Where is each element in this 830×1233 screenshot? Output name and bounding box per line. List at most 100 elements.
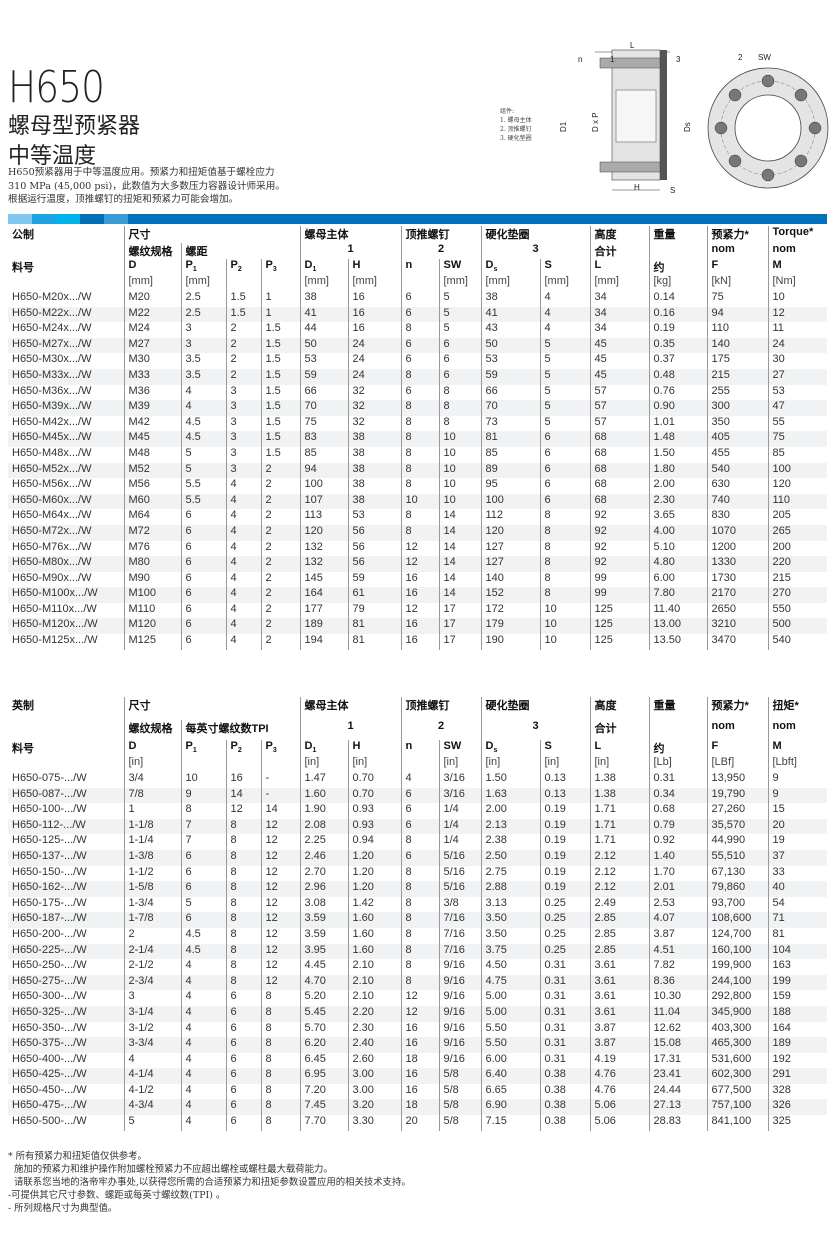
cell: 1200 bbox=[706, 540, 768, 557]
group-number: 2 bbox=[400, 720, 481, 740]
cell: 2.13 bbox=[480, 818, 540, 835]
cell: M20 bbox=[123, 291, 181, 307]
cell: 1.42 bbox=[347, 896, 401, 913]
cell: 677,500 bbox=[706, 1083, 768, 1100]
cell: 3.61 bbox=[589, 990, 649, 1006]
cell: 2 bbox=[260, 478, 300, 494]
cell: 27,260 bbox=[706, 803, 768, 819]
cell: M33 bbox=[123, 368, 181, 385]
cell: 0.25 bbox=[539, 927, 590, 944]
cell: 1.5 bbox=[260, 446, 300, 463]
cell: 79,860 bbox=[706, 881, 768, 897]
cell: 38 bbox=[347, 462, 401, 479]
cell: 1.80 bbox=[648, 462, 707, 479]
cell: 89 bbox=[480, 462, 540, 479]
cell: M90 bbox=[123, 571, 181, 588]
col-M: M bbox=[767, 740, 827, 756]
cell: 57 bbox=[589, 415, 649, 432]
table-row: H650-M125x.../W M125 6 4 2 194 81 16 17 190 10 125 1… bbox=[8, 634, 827, 650]
cell: 23.41 bbox=[648, 1068, 707, 1084]
col-P1: P1 bbox=[180, 740, 226, 756]
cell: 16 bbox=[400, 634, 439, 650]
cell: 4 bbox=[225, 478, 261, 494]
label-L: L bbox=[630, 41, 635, 50]
cell: 164 bbox=[767, 1021, 827, 1038]
intro-text: H650预紧器用于中等温度应用。预紧力和扭矩值基于螺栓应力 310 MPa (4… bbox=[8, 166, 298, 207]
cell: 71 bbox=[767, 912, 827, 928]
table-row: H650-087-.../W 7/8 9 14-1.60 0.70 6 3/16 1.63 0.… bbox=[8, 787, 827, 804]
col-n: n bbox=[400, 259, 439, 275]
cell: 43 bbox=[480, 322, 540, 338]
part-number: H650-375-.../W bbox=[8, 1037, 124, 1053]
table-row: H650-M22x.../W M22 2.5 1.5 1 41 16 6 5 41 4 34 0.16 9… bbox=[8, 306, 827, 323]
table-row: H650-M60x.../W M60 5.5 4 2 107 38 10 10 100 6 68 2.3… bbox=[8, 493, 827, 510]
pushbolt-group: 顶推螺钉 bbox=[400, 697, 481, 720]
cell: 6.45 bbox=[299, 1052, 348, 1069]
cell: 17.31 bbox=[648, 1052, 707, 1069]
cell: 8 bbox=[400, 400, 439, 416]
part-number: H650-M120x.../W bbox=[8, 618, 124, 635]
cell: 6 bbox=[400, 818, 439, 835]
cell: 1.5 bbox=[260, 431, 300, 447]
table-row: H650-325-.../W 3-1/4 4 6 8 5.45 2.20 12 9/16 5.00… bbox=[8, 1005, 827, 1022]
cell: 59 bbox=[347, 571, 401, 588]
symbol: P bbox=[265, 740, 273, 752]
part-number: H650-250-.../W bbox=[12, 959, 87, 972]
part-number: H650-M33x.../W bbox=[8, 368, 124, 385]
cell: 75 bbox=[299, 415, 348, 432]
cell: 2.10 bbox=[347, 959, 401, 975]
cell: 3.59 bbox=[299, 912, 348, 928]
part-number: H650-112-.../W bbox=[8, 818, 124, 835]
cell: 4 bbox=[225, 509, 261, 525]
cell: 18 bbox=[400, 1052, 439, 1069]
cell: 244,100 bbox=[706, 974, 768, 991]
cell: 68 bbox=[589, 462, 649, 479]
cell: 94 bbox=[299, 462, 348, 479]
cell: 8 bbox=[539, 540, 590, 557]
cell: 1.71 bbox=[589, 834, 649, 850]
cell: 10 bbox=[400, 493, 439, 510]
cell: 8 bbox=[400, 478, 439, 494]
col-S: S bbox=[539, 259, 590, 275]
cell: 66 bbox=[299, 384, 348, 401]
cell: 8 bbox=[225, 865, 261, 882]
cell: 1/4 bbox=[438, 834, 481, 850]
footnote: 施加的预紧力和维护操作附加螺栓预紧力不应超出螺栓或螺柱最大载荷能力。 bbox=[8, 1164, 333, 1175]
cell: 0.19 bbox=[539, 849, 590, 866]
cell: 11.04 bbox=[648, 1005, 707, 1022]
cell: 8 bbox=[539, 524, 590, 541]
cell: 2 bbox=[260, 571, 300, 588]
weight-header: 重量 bbox=[648, 697, 707, 720]
cell: 4 bbox=[180, 990, 226, 1006]
cell: 345,900 bbox=[706, 1005, 768, 1022]
height-header: 高度 bbox=[589, 697, 649, 720]
cell: 220 bbox=[767, 556, 827, 572]
table-row: H650-225-.../W 2-1/4 4.5 8 12 3.95 1.60 8 7/16 3.… bbox=[8, 943, 827, 960]
cell: 531,600 bbox=[706, 1052, 768, 1069]
cell: 5.45 bbox=[299, 1005, 348, 1022]
cell: 3-3/4 bbox=[123, 1037, 181, 1053]
table-row: H650-M27x.../W M27 3 2 1.5 50 24 6 6 50 5 45 0.35 140… bbox=[8, 337, 827, 354]
cell: 4.00 bbox=[648, 524, 707, 541]
cell: 14 bbox=[438, 556, 481, 572]
cell: 140 bbox=[706, 337, 768, 354]
cell: 92 bbox=[589, 540, 649, 557]
cell: 5/16 bbox=[438, 865, 481, 882]
cell: 0.93 bbox=[347, 803, 401, 819]
cell: 328 bbox=[767, 1083, 827, 1100]
cell: 1.20 bbox=[347, 865, 401, 882]
table-row: H650-250-.../W 2-1/2 4 8 12 4.45 2.10 8 9/16 4.50… bbox=[8, 959, 827, 975]
label-D1: D1 bbox=[559, 121, 568, 132]
cell: 120 bbox=[480, 524, 540, 541]
part-number: H650-M72x.../W bbox=[8, 524, 124, 541]
part-number: H650-M42x.../W bbox=[12, 415, 92, 428]
label-SW: SW bbox=[758, 53, 771, 62]
part-number: H650-M36x.../W bbox=[12, 384, 92, 397]
cell: 14 bbox=[438, 540, 481, 557]
cell: 177 bbox=[299, 602, 348, 619]
cell: 0.70 bbox=[347, 772, 401, 788]
cell: 14 bbox=[438, 587, 481, 603]
cell: 10 bbox=[539, 634, 590, 650]
nom-header: nom bbox=[706, 720, 768, 740]
cell: 8 bbox=[260, 1115, 300, 1131]
